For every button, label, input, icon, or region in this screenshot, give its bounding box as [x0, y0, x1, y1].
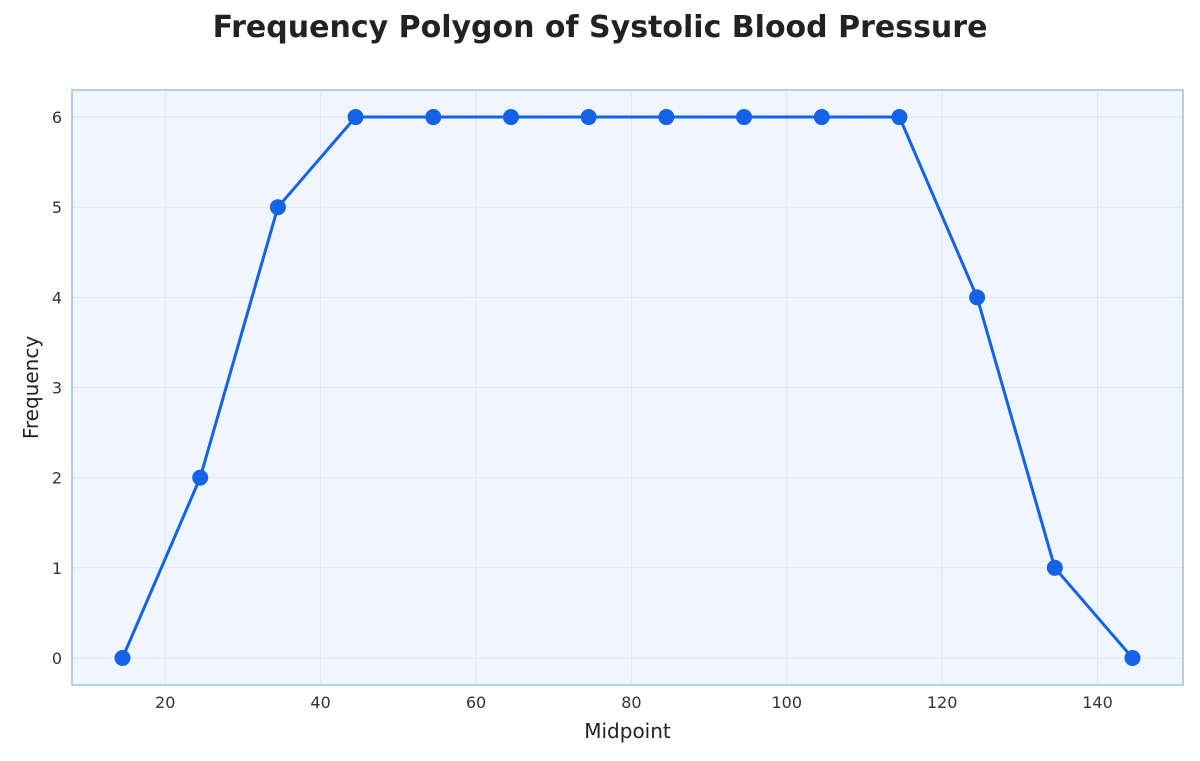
data-point: [1124, 649, 1141, 666]
series: [114, 109, 1141, 666]
data-point: [269, 199, 286, 216]
x-tick-label: 120: [927, 693, 958, 712]
y-tick-label: 0: [52, 649, 62, 668]
x-tick-label: 140: [1082, 693, 1113, 712]
x-tick-label: 100: [771, 693, 802, 712]
data-point: [502, 109, 519, 126]
y-tick-label: 4: [52, 288, 62, 307]
data-point: [580, 109, 597, 126]
x-tick-label: 80: [621, 693, 641, 712]
data-point: [813, 109, 830, 126]
x-axis-label: Midpoint: [584, 719, 671, 743]
data-point: [192, 469, 209, 486]
data-point: [1046, 559, 1063, 576]
y-axis-label: Frequency: [19, 336, 43, 439]
data-point: [658, 109, 675, 126]
y-tick-label: 2: [52, 469, 62, 488]
y-tick-label: 6: [52, 108, 62, 127]
x-tick-label: 20: [155, 693, 175, 712]
series-line: [121, 115, 1134, 659]
grid: [72, 90, 1183, 685]
data-point: [425, 109, 442, 126]
x-tick-label: 60: [466, 693, 486, 712]
chart-title: Frequency Polygon of Systolic Blood Pres…: [212, 10, 988, 45]
data-point: [736, 109, 753, 126]
plot-border: [71, 89, 1184, 686]
y-tick-label: 1: [52, 559, 62, 578]
data-point: [969, 289, 986, 306]
data-point: [891, 109, 908, 126]
data-point: [347, 109, 364, 126]
ticks: 20 40 60 80 100 120 140 0 1 2 3 4 5 6: [52, 108, 1113, 712]
y-tick-label: 5: [52, 198, 62, 217]
y-tick-label: 3: [52, 379, 62, 398]
x-tick-label: 40: [310, 693, 330, 712]
data-point: [114, 649, 131, 666]
